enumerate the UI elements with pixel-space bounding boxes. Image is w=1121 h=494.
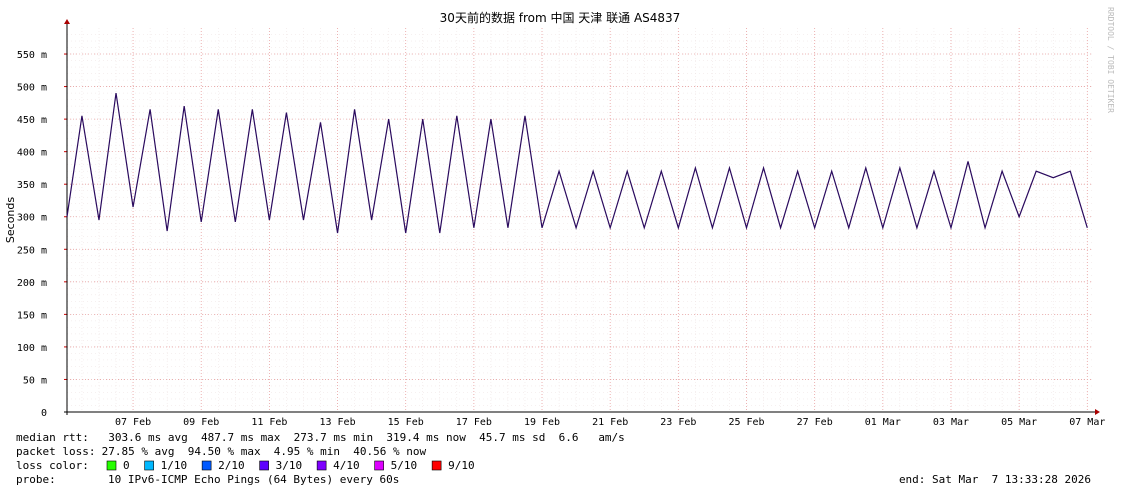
y-tick-label: 500 m: [17, 83, 47, 94]
stat-label: probe:: [16, 473, 56, 486]
legend-swatch: [259, 460, 269, 471]
x-tick-label: 07 Mar: [1069, 417, 1105, 428]
x-tick-label: 09 Feb: [183, 417, 219, 428]
y-tick-label: 50 m: [23, 375, 47, 386]
legend-swatch: [106, 460, 117, 471]
y-tick-label: 350 m: [17, 180, 47, 191]
legend-swatch: [144, 460, 154, 471]
y-tick-label: 150 m: [17, 310, 47, 321]
legend-label: 4/10: [333, 459, 360, 472]
y-tick-label: 200 m: [17, 278, 47, 289]
watermark: RRDTOOL / TOBI OETIKER: [1106, 7, 1115, 113]
x-tick-label: 11 Feb: [251, 417, 287, 428]
y-tick-label: 450 m: [17, 115, 47, 126]
stat-text: 27.85 % avg 94.50 % max 4.95 % min 40.56…: [95, 445, 427, 458]
x-tick-label: 19 Feb: [524, 417, 560, 428]
legend-label: 5/10: [391, 459, 418, 472]
stat-text: 10 IPv6-ICMP Echo Pings (64 Bytes) every…: [108, 473, 399, 486]
median-line: [66, 92, 1088, 234]
y-axis-arrow: [64, 19, 70, 24]
legend-swatch: [431, 460, 442, 471]
legend-label: 2/10: [218, 459, 245, 472]
legend-swatch: [374, 460, 384, 471]
x-tick-label: 23 Feb: [660, 417, 696, 428]
stat-label: loss color:: [16, 459, 89, 472]
x-tick-label: 13 Feb: [319, 417, 355, 428]
x-tick-label: 15 Feb: [388, 417, 424, 428]
stat-text: 303.6 ms avg 487.7 ms max 273.7 ms min 3…: [95, 431, 625, 444]
y-tick-label: 400 m: [17, 148, 47, 159]
legend-swatch: [316, 460, 327, 471]
legend-swatch: [201, 460, 212, 471]
legend-label: 9/10: [448, 459, 475, 472]
x-axis-arrow: [1095, 409, 1100, 415]
y-tick-label: 100 m: [17, 343, 47, 354]
y-tick-label: 0: [41, 408, 47, 419]
stat-label: packet loss:: [16, 445, 95, 458]
end-time: end: Sat Mar 7 13:33:28 2026: [899, 473, 1091, 486]
y-tick-label: 550 m: [17, 50, 47, 61]
legend-label: 3/10: [276, 459, 303, 472]
x-tick-label: 05 Mar: [1001, 417, 1037, 428]
y-tick-label: 250 m: [17, 245, 47, 256]
legend-label: 1/10: [161, 459, 188, 472]
x-tick-label: 21 Feb: [592, 417, 628, 428]
x-tick-label: 03 Mar: [933, 417, 969, 428]
x-tick-label: 07 Feb: [115, 417, 151, 428]
x-tick-label: 17 Feb: [456, 417, 492, 428]
x-tick-label: 27 Feb: [797, 417, 833, 428]
y-tick-label: 300 m: [17, 213, 47, 224]
legend-label: 0: [123, 459, 130, 472]
x-tick-label: 25 Feb: [728, 417, 764, 428]
stat-label: median rtt:: [16, 431, 89, 444]
chart-title: 30天前的数据 from 中国 天津 联通 AS4837: [440, 10, 681, 25]
x-tick-label: 01 Mar: [865, 417, 901, 428]
y-axis-label: Seconds: [4, 197, 17, 243]
